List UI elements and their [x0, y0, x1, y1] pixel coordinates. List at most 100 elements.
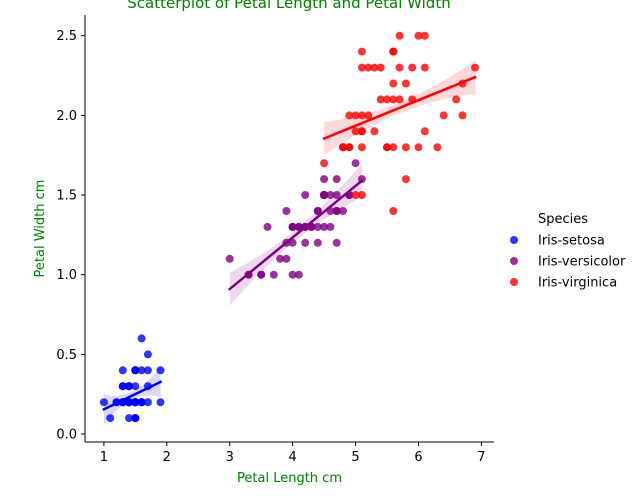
x-tick-label: 1	[100, 450, 108, 465]
legend-title: Species	[538, 212, 588, 227]
data-point	[414, 31, 423, 40]
x-axis-title: Petal Length cm	[237, 471, 342, 486]
data-point	[357, 127, 366, 136]
data-points	[99, 31, 480, 423]
legend-label: Iris-setosa	[538, 234, 605, 249]
data-point	[294, 222, 303, 231]
data-point	[269, 270, 278, 279]
legend-marker	[510, 257, 518, 265]
data-point	[106, 414, 115, 423]
regression-line	[102, 380, 163, 412]
data-point	[288, 222, 297, 231]
data-point	[364, 111, 373, 120]
data-point	[131, 382, 140, 391]
regression-lines	[102, 75, 477, 412]
data-point	[370, 63, 379, 72]
data-point	[389, 143, 398, 152]
data-point	[357, 47, 366, 56]
data-point	[395, 95, 404, 104]
data-point	[137, 366, 146, 375]
regression-line	[227, 178, 364, 291]
data-point	[339, 143, 347, 152]
data-point	[345, 111, 354, 120]
data-point	[364, 63, 373, 72]
data-point	[320, 222, 329, 231]
data-point	[282, 207, 291, 215]
data-point	[156, 398, 165, 407]
data-point	[288, 270, 297, 279]
data-point	[383, 95, 391, 104]
data-point	[332, 191, 341, 199]
data-point	[137, 334, 146, 343]
data-point	[357, 191, 366, 199]
regression-line	[322, 75, 477, 141]
data-point	[420, 63, 429, 72]
data-point	[320, 191, 329, 199]
data-point	[345, 143, 354, 152]
data-point	[389, 79, 398, 88]
data-point	[452, 95, 461, 104]
legend-marker	[510, 236, 518, 244]
data-point	[125, 398, 133, 407]
data-point	[143, 398, 152, 407]
data-point	[351, 191, 360, 199]
data-point	[131, 366, 140, 375]
data-point	[301, 238, 310, 247]
data-point	[125, 382, 133, 391]
data-point	[156, 366, 165, 375]
data-point	[389, 207, 398, 215]
data-point	[131, 398, 140, 407]
data-point	[276, 254, 285, 263]
data-point	[401, 143, 410, 152]
data-point	[326, 222, 335, 231]
data-point	[420, 31, 429, 40]
data-point	[118, 366, 127, 375]
legend-label: Iris-virginica	[538, 276, 617, 291]
data-point	[263, 222, 272, 231]
data-point	[433, 143, 442, 152]
data-point	[351, 111, 360, 120]
legend: Species Iris-setosa Iris-versicolor Iris-v…	[510, 212, 626, 291]
data-point	[357, 143, 366, 152]
data-point	[131, 414, 140, 423]
data-point	[339, 207, 347, 215]
data-point	[414, 143, 423, 152]
data-point	[125, 414, 133, 423]
data-point	[439, 111, 448, 120]
x-tick-label: 2	[163, 450, 171, 465]
y-tick-label: 1.0	[56, 268, 77, 283]
x-tick-label: 4	[289, 450, 297, 465]
data-point	[294, 270, 303, 279]
data-point	[326, 191, 335, 199]
chart-title: Scatterplot of Petal Length and Petal Wi…	[127, 0, 450, 12]
data-point	[376, 63, 385, 72]
legend-label: Iris-versicolor	[538, 255, 626, 270]
data-point	[143, 366, 152, 375]
data-point	[401, 79, 410, 88]
data-point	[357, 111, 366, 120]
data-point	[313, 238, 322, 247]
y-tick-label: 2.0	[56, 109, 77, 124]
data-point	[389, 47, 398, 56]
data-point	[320, 175, 329, 184]
data-point	[282, 254, 291, 263]
data-point	[288, 238, 297, 247]
data-point	[376, 95, 385, 104]
data-point	[370, 127, 379, 136]
x-tick-label: 6	[414, 450, 422, 465]
y-tick-label: 0.0	[56, 428, 77, 443]
y-tick-label: 1.5	[56, 189, 77, 204]
data-point	[99, 398, 108, 407]
data-point	[143, 350, 152, 359]
data-point	[458, 111, 467, 120]
y-axis-title: Petal Width cm	[33, 180, 48, 278]
data-point	[313, 222, 322, 231]
data-point	[320, 159, 329, 168]
data-point	[301, 191, 310, 199]
data-point	[408, 63, 417, 72]
data-point	[137, 398, 146, 407]
data-point	[332, 238, 341, 247]
data-point	[395, 31, 404, 40]
data-point	[257, 270, 266, 279]
